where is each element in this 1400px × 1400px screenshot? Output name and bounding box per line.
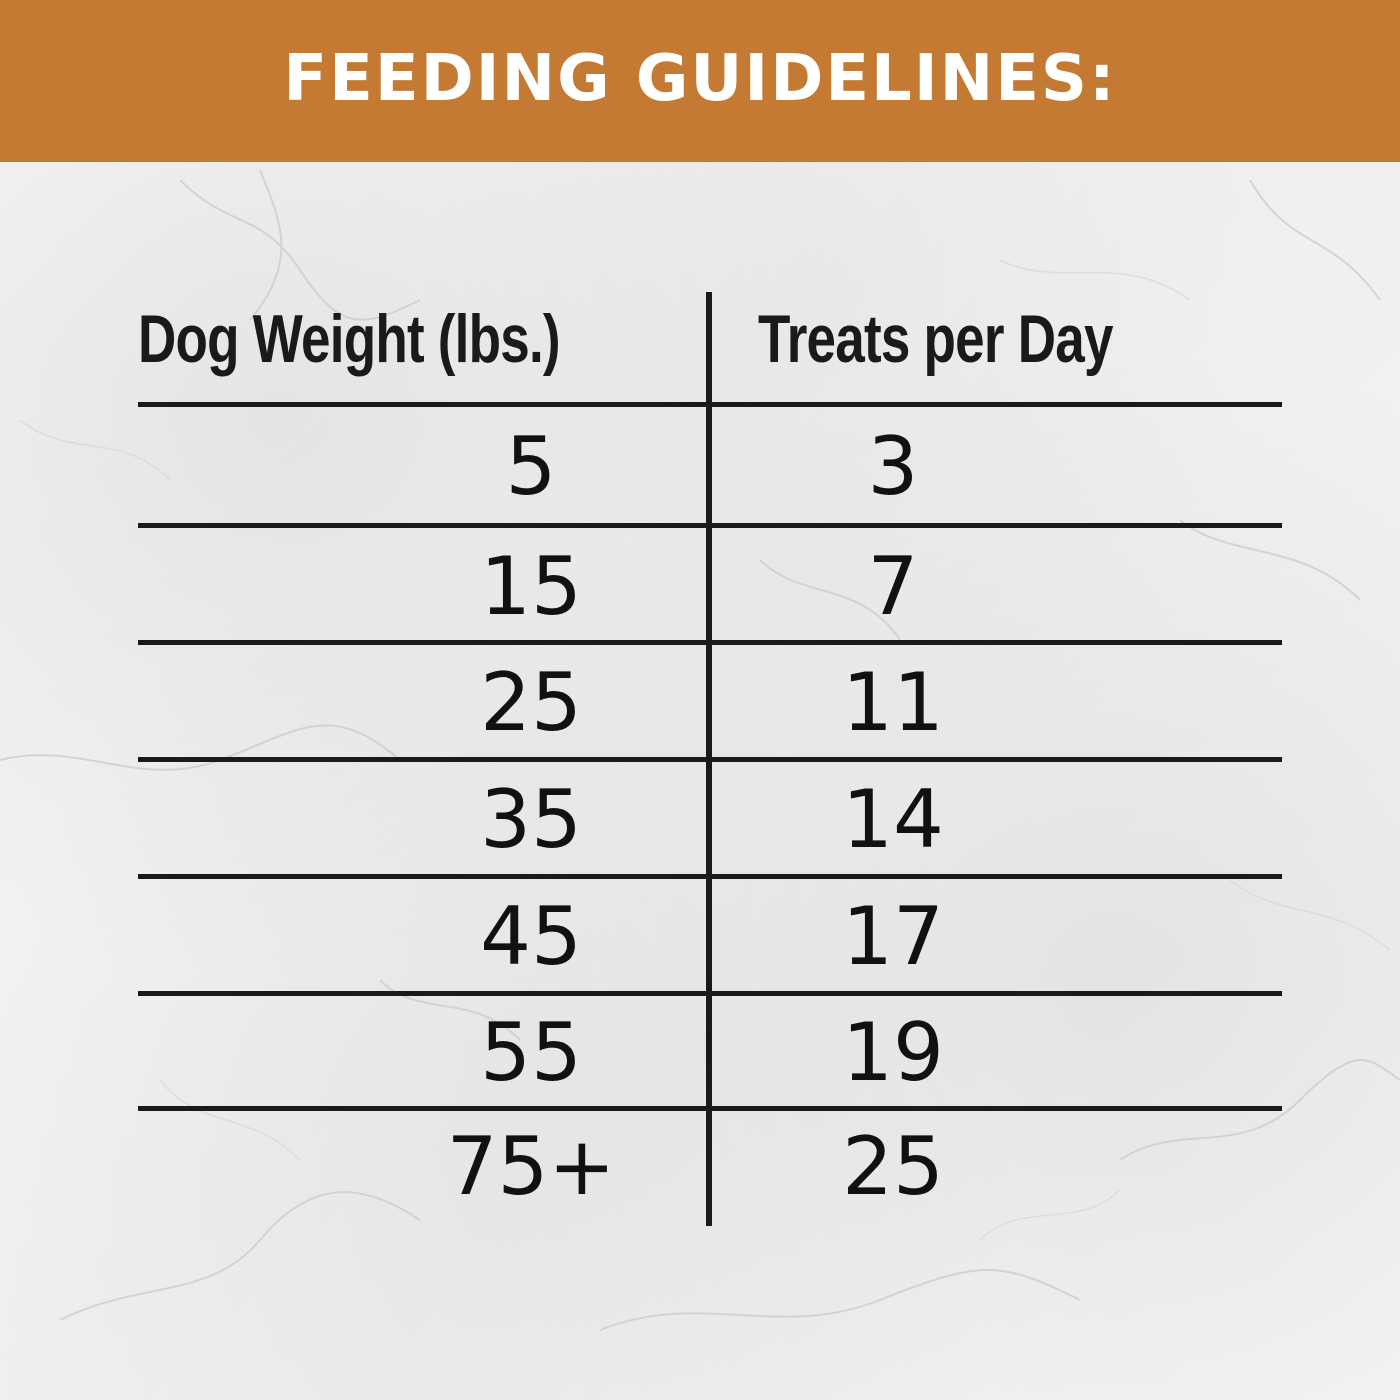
row-divider (138, 402, 1282, 407)
row-divider (138, 523, 1282, 528)
cell-treats: 11 (842, 656, 944, 749)
cell-treats: 17 (842, 890, 944, 983)
cell-treats: 3 (867, 420, 919, 513)
cell-treats: 19 (842, 1006, 944, 1099)
row-divider (138, 991, 1282, 996)
row-divider (138, 640, 1282, 645)
cell-weight: 15 (480, 540, 582, 633)
column-header-dog-weight: Dog Weight (lbs.) (138, 301, 561, 377)
cell-treats: 14 (842, 773, 944, 866)
feeding-table: Dog Weight (lbs.) Treats per Day 5 3 15 … (138, 290, 1282, 1230)
cell-weight: 5 (505, 420, 557, 513)
cell-treats: 7 (867, 540, 919, 633)
row-divider (138, 874, 1282, 879)
row-divider (138, 1106, 1282, 1111)
cell-weight: 75+ (446, 1120, 616, 1213)
cell-weight: 35 (480, 773, 582, 866)
column-header-treats-per-day: Treats per Day (758, 301, 1113, 377)
cell-weight: 55 (480, 1006, 582, 1099)
cell-treats: 25 (842, 1120, 944, 1213)
cell-weight: 45 (480, 890, 582, 983)
header-banner: FEEDING GUIDELINES: (0, 0, 1400, 162)
row-divider (138, 757, 1282, 762)
cell-weight: 25 (480, 656, 582, 749)
page-title: FEEDING GUIDELINES: (283, 42, 1117, 116)
